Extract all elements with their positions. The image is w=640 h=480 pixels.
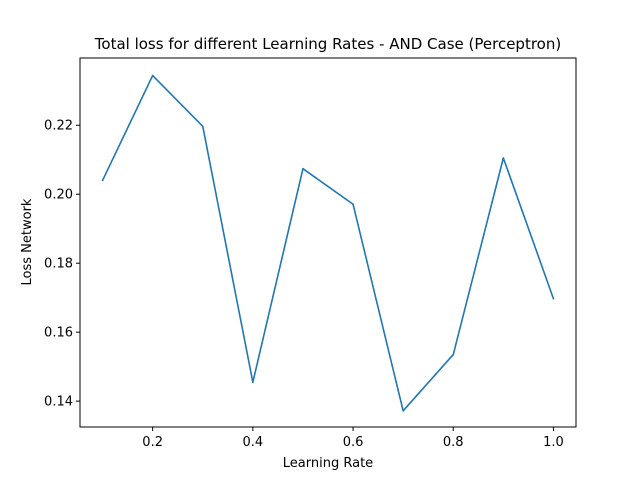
y-axis-ticks: 0.14 0.16 0.18 0.20 0.22 bbox=[44, 119, 80, 410]
x-tick-label: 0.2 bbox=[142, 435, 163, 450]
data-point bbox=[101, 179, 104, 182]
x-tick-label: 1.0 bbox=[543, 435, 564, 450]
data-point bbox=[151, 74, 154, 77]
x-tick-label: 0.4 bbox=[243, 435, 264, 450]
y-tick-label: 0.18 bbox=[44, 257, 73, 272]
y-tick-label: 0.22 bbox=[44, 119, 73, 134]
series-line bbox=[101, 74, 555, 412]
series-layer bbox=[101, 74, 555, 412]
y-tick-label: 0.14 bbox=[44, 395, 73, 410]
data-point bbox=[201, 125, 204, 128]
data-point bbox=[552, 297, 555, 300]
data-point bbox=[452, 353, 455, 356]
data-point bbox=[302, 167, 304, 170]
y-tick-label: 0.20 bbox=[44, 188, 73, 203]
chart-title: Total loss for different Learning Rates … bbox=[94, 35, 561, 53]
plot-frame bbox=[79, 57, 577, 428]
y-tick-label: 0.16 bbox=[44, 326, 73, 341]
x-tick-label: 0.6 bbox=[343, 435, 364, 450]
x-axis-label: Learning Rate bbox=[283, 456, 373, 471]
data-point bbox=[252, 381, 254, 383]
plot-area bbox=[80, 58, 576, 427]
x-axis-ticks: 0.2 0.4 0.6 0.8 1.0 bbox=[142, 427, 564, 450]
data-point bbox=[352, 203, 354, 206]
y-axis-label: Loss Network bbox=[20, 198, 35, 285]
data-point bbox=[502, 157, 505, 159]
data-point bbox=[402, 409, 404, 412]
x-tick-label: 0.8 bbox=[443, 435, 464, 450]
